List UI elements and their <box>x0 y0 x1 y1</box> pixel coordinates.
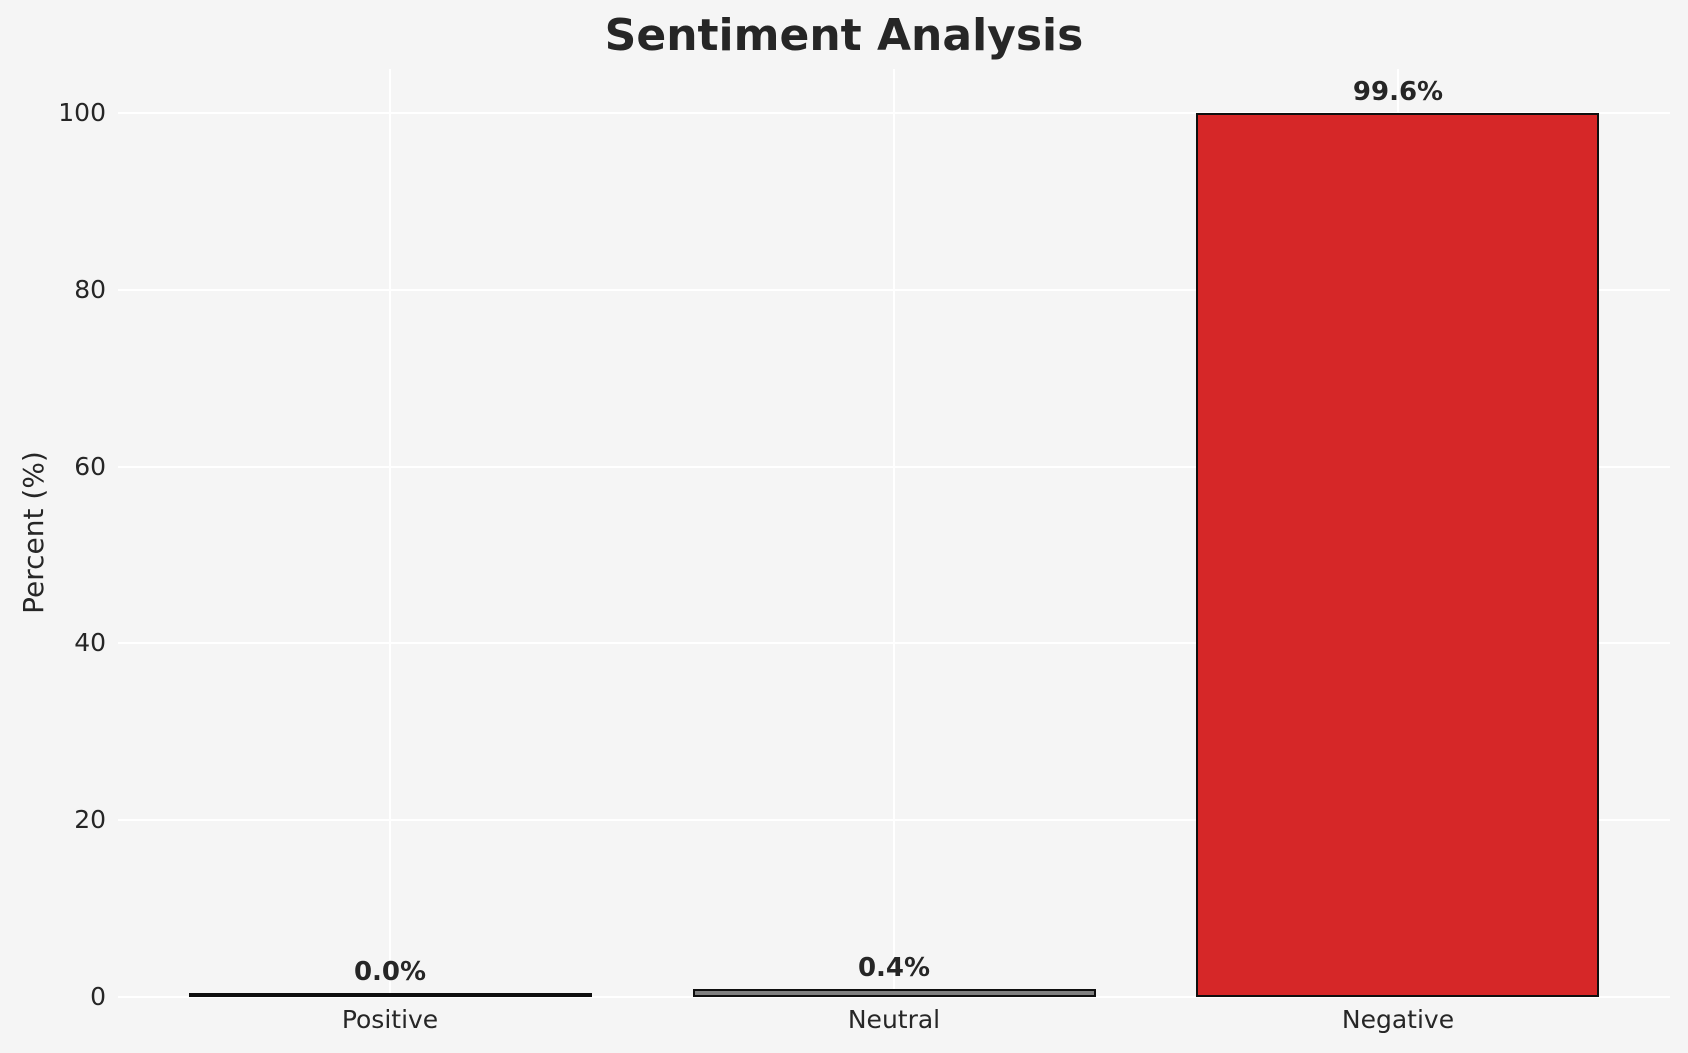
x-tick-label-neutral: Neutral <box>847 1005 941 1034</box>
bar-negative <box>1196 113 1599 997</box>
y-tick-label-40: 40 <box>74 628 106 658</box>
bar-positive <box>189 993 592 997</box>
y-tick-label-20: 20 <box>74 805 106 835</box>
y-tick-label-0: 0 <box>90 982 106 1011</box>
y-tick-label-80: 80 <box>74 274 106 304</box>
x-tick-label-negative: Negative <box>1341 1005 1455 1034</box>
bar-value-label-neutral: 0.4% <box>857 953 931 983</box>
x-gridline-neutral <box>893 69 895 997</box>
bar-value-label-positive: 0.0% <box>353 957 427 987</box>
y-tick-label-100: 100 <box>58 98 106 128</box>
chart-title: Sentiment Analysis <box>604 10 1084 61</box>
plot-area: 0.0% 0.4% 99.6% <box>118 69 1670 998</box>
y-tick-label-60: 60 <box>74 451 106 481</box>
bar-value-label-negative: 99.6% <box>1352 77 1444 107</box>
x-gridline-positive <box>389 69 392 997</box>
x-tick-label-positive: Positive <box>341 1005 439 1034</box>
y-gridline-0 <box>118 996 1670 998</box>
bar-neutral <box>693 989 1096 997</box>
